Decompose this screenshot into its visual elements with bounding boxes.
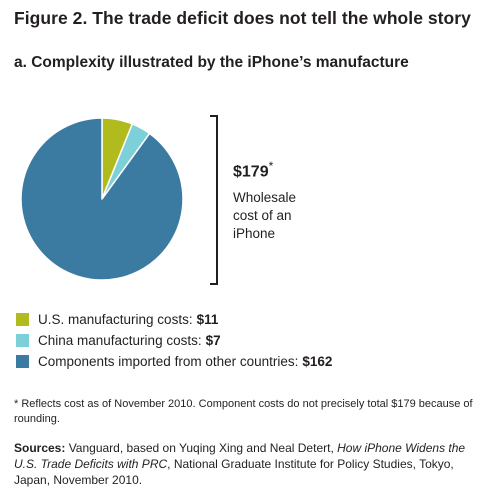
sources-text: Vanguard, based on Yuqing Xing and Neal … [65,441,338,455]
sources-label: Sources: [14,441,66,455]
legend-label: Components imported from other countries… [38,354,299,369]
sources-publisher: , National Graduate Institute for Policy… [14,457,454,487]
total-callout: $179* Wholesale cost of an iPhone [233,159,323,243]
legend-value: $11 [196,312,219,327]
legend-item-imported-components: Components imported from other countries… [16,351,332,372]
sources-note: Sources: Vanguard, based on Yuqing Xing … [14,440,489,488]
legend-label: U.S. manufacturing costs: [38,312,193,327]
legend-swatch-imported-components [16,355,29,368]
legend-value: $7 [205,333,221,348]
legend: U.S. manufacturing costs: $11 China manu… [16,309,332,372]
legend-value: $162 [302,354,333,369]
figure-title: Figure 2. The trade deficit does not tel… [14,8,471,28]
footnote: * Reflects cost as of November 2010. Com… [14,398,473,425]
pie-slice-imported-components [20,117,184,281]
total-amount-value: $179 [233,163,269,181]
legend-swatch-us-manufacturing [16,313,29,326]
legend-label: China manufacturing costs: [38,333,202,348]
sources-report-title: How iPhone Widens the U.S. Trade Deficit… [14,441,466,471]
total-caption: Wholesale cost of an iPhone [233,190,297,242]
total-amount: $179* [233,159,323,181]
legend-swatch-china-manufacturing [16,334,29,347]
pie-chart [20,117,184,281]
legend-item-us-manufacturing: U.S. manufacturing costs: $11 [16,309,332,330]
total-footnote-marker: * [268,159,274,173]
legend-item-china-manufacturing: China manufacturing costs: $7 [16,330,332,351]
total-bracket [210,115,218,285]
chart-subtitle: a. Complexity illustrated by the iPhone’… [14,54,409,71]
